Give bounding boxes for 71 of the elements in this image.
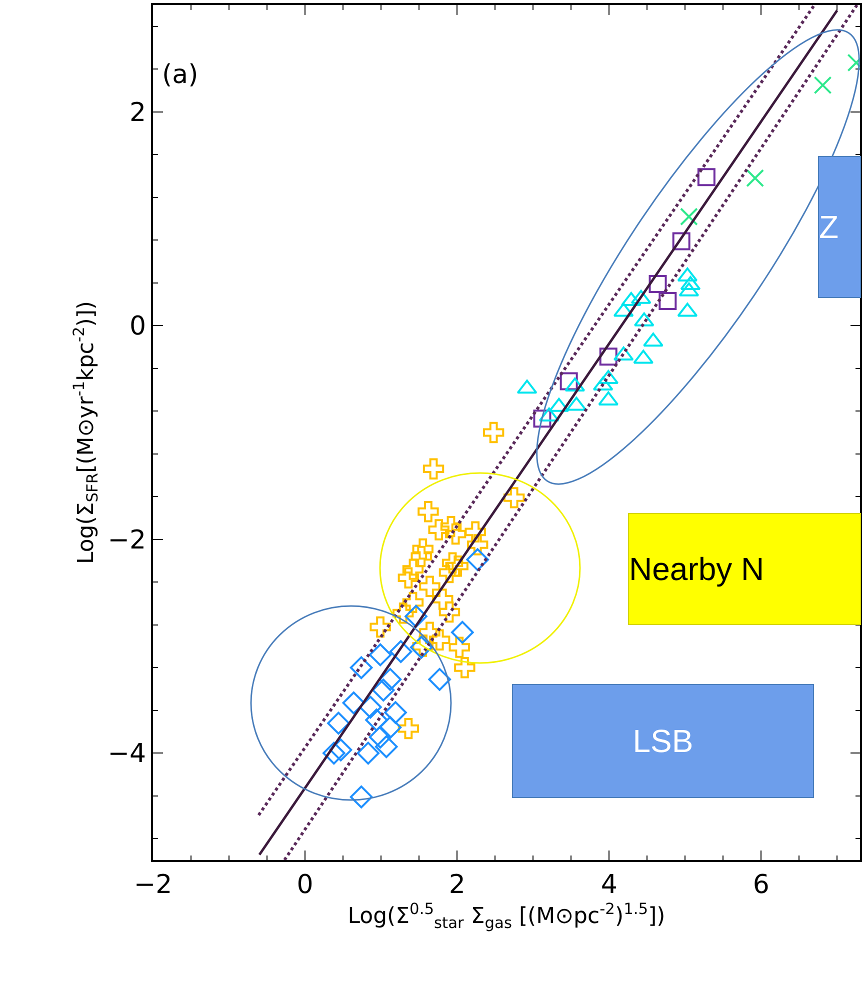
point (359, 696, 382, 719)
point (378, 716, 402, 739)
point (504, 487, 525, 508)
point (448, 636, 470, 658)
point (648, 274, 667, 293)
y-tick-label: −2 (108, 525, 146, 556)
point (533, 410, 552, 428)
point (404, 604, 428, 628)
text: Log(Σ$^{0.5}$$_{star}$ Σ$_{gas}$ [(M⊙pc$^{-2}$)$^{1.5}$]) (348, 900, 666, 932)
annotation: Nearby N (629, 551, 764, 587)
y-tick-label: −4 (108, 739, 146, 770)
point (466, 548, 490, 572)
point (442, 552, 464, 574)
point (368, 726, 392, 748)
point (327, 712, 350, 735)
point (438, 601, 460, 623)
point (680, 208, 698, 226)
point (428, 519, 450, 540)
point (322, 742, 346, 765)
point (374, 735, 398, 758)
point (454, 657, 476, 678)
point (451, 620, 474, 644)
point (447, 555, 468, 577)
point (384, 701, 407, 724)
x-tick-label: 0 (296, 870, 314, 900)
point (370, 616, 391, 638)
point (402, 592, 424, 614)
point (672, 232, 690, 250)
point (419, 622, 440, 643)
point (419, 576, 440, 597)
point (350, 786, 373, 808)
point (599, 348, 618, 366)
point (389, 640, 412, 663)
point (428, 668, 451, 691)
point (440, 516, 462, 538)
point (392, 602, 414, 624)
point (467, 534, 488, 556)
point (410, 546, 432, 568)
point (464, 521, 486, 542)
point (372, 678, 395, 702)
point (746, 169, 764, 188)
point (378, 668, 402, 691)
point (398, 718, 420, 740)
point (368, 643, 392, 666)
point (412, 538, 434, 560)
point (402, 558, 424, 580)
point (422, 458, 444, 480)
point (429, 629, 450, 650)
point (398, 567, 420, 588)
point (432, 588, 454, 610)
x-tick-label: 2 (448, 870, 466, 900)
point (329, 738, 352, 762)
point (658, 292, 677, 310)
point (418, 500, 439, 522)
y-tick-label: 0 (130, 312, 146, 342)
point (444, 523, 466, 545)
x-tick-label: 4 (600, 870, 618, 900)
point (697, 168, 716, 186)
point (482, 422, 504, 444)
point (560, 372, 578, 390)
y-tick-label: 2 (130, 98, 146, 128)
annotation: (a) (162, 60, 198, 90)
point (356, 742, 380, 765)
annotation: LSB (632, 723, 694, 759)
point (342, 691, 366, 714)
point (438, 562, 460, 584)
point (350, 656, 373, 680)
point (814, 76, 832, 94)
annotation: Z (819, 209, 839, 245)
x-tick-label: 6 (752, 870, 770, 900)
point (365, 708, 388, 732)
